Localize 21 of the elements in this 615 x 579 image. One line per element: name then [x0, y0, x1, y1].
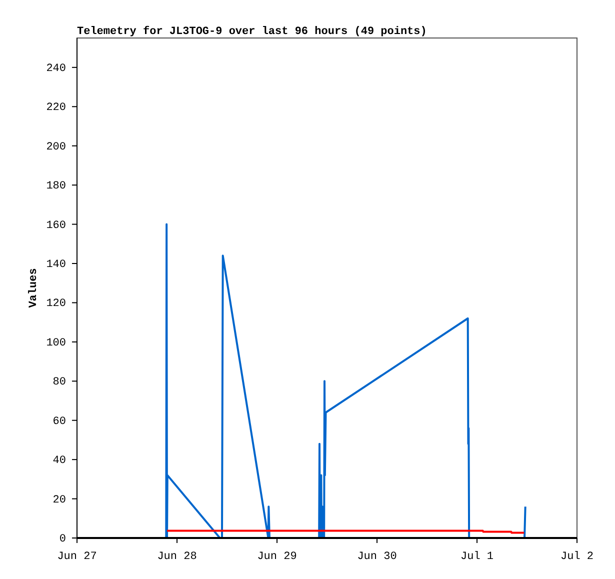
y-tick-label: 140 [46, 259, 66, 272]
y-tick-label: 200 [46, 141, 66, 154]
y-tick-label: 60 [52, 416, 66, 428]
y-tick-label: 40 [52, 455, 66, 468]
x-tick-label: Jul 2 [560, 550, 594, 563]
y-tick-label: 240 [46, 62, 66, 75]
y-tick-label: 100 [46, 337, 66, 350]
x-tick-label: Jun 30 [357, 550, 397, 563]
y-axis-title: Values [28, 268, 40, 308]
y-tick-label: 160 [46, 220, 66, 232]
y-tick-label: 180 [46, 180, 66, 193]
x-tick-label: Jun 28 [157, 550, 197, 563]
chart-title: Telemetry for JL3TOG-9 over last 96 hours (49 points) [77, 25, 427, 38]
y-tick-label: 20 [52, 494, 66, 506]
y-tick-label: 0 [59, 534, 66, 546]
y-tick-label: 80 [52, 376, 66, 389]
y-tick-label: 120 [46, 298, 66, 310]
x-tick-label: Jun 29 [257, 550, 297, 563]
y-tick-label: 220 [46, 102, 66, 114]
x-tick-label: Jun 27 [57, 550, 97, 563]
x-tick-label: Jul 1 [460, 550, 494, 563]
